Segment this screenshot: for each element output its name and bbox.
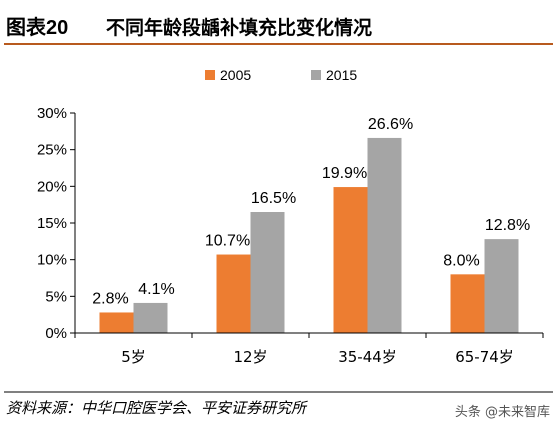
bar-2005: [99, 312, 134, 333]
figure-header: 图表20 不同年龄段龋补填充比变化情况: [4, 15, 553, 45]
y-tick-label: 5%: [45, 288, 67, 305]
legend-swatch-2015: [311, 70, 321, 80]
y-tick-label: 0%: [45, 325, 67, 342]
bar-2015: [367, 137, 402, 333]
data-label-2015: 4.1%: [138, 281, 174, 298]
y-tick-label: 25%: [37, 142, 67, 159]
bar-2015: [250, 212, 285, 333]
legend-swatch-2005: [205, 70, 215, 80]
data-labels: 2.8% 4.1% 10.7% 16.5% 19.9% 26.6% 8.0% 12.8%: [92, 116, 530, 308]
bar-2015: [484, 239, 519, 333]
legend-label-2015: 2015: [326, 67, 357, 83]
source-note: 资料来源：中华口腔医学会、平安证券研究所: [6, 399, 308, 417]
y-tick-label: 20%: [37, 178, 67, 195]
bar-2005: [450, 274, 485, 333]
data-label-2005: 2.8%: [92, 290, 128, 307]
bar-2005: [216, 254, 251, 333]
y-tick-label: 30%: [37, 105, 67, 122]
bar-2015: [133, 302, 168, 333]
data-label-2015: 16.5%: [251, 190, 296, 207]
data-label-2015: 26.6%: [368, 116, 413, 133]
bars: [99, 137, 519, 333]
x-tick-label: 35-44岁: [338, 348, 397, 366]
y-tick-label: 10%: [37, 252, 67, 269]
figure-label: 图表20: [6, 15, 68, 39]
y-axis: 0% 5% 10% 15% 20% 25% 30%: [37, 105, 76, 342]
x-tick-label: 12岁: [233, 348, 267, 366]
y-tick-label: 15%: [37, 215, 67, 232]
bar-2005: [333, 187, 368, 333]
legend: 2005 2015: [205, 67, 357, 83]
legend-label-2005: 2005: [220, 67, 251, 83]
data-label-2005: 19.9%: [322, 165, 367, 182]
x-tick-label: 5岁: [121, 348, 146, 366]
watermark: 头条 @未来智库: [455, 404, 550, 420]
data-label-2005: 8.0%: [443, 252, 479, 269]
x-axis: 5岁 12岁 35-44岁 65-74岁: [74, 332, 544, 366]
data-label-2005: 10.7%: [205, 233, 250, 250]
figure-footer: 资料来源：中华口腔医学会、平安证券研究所 头条 @未来智库: [4, 391, 553, 420]
data-label-2015: 12.8%: [485, 217, 530, 234]
x-tick-label: 65-74岁: [455, 348, 514, 366]
figure-title: 不同年龄段龋补填充比变化情况: [106, 16, 372, 39]
